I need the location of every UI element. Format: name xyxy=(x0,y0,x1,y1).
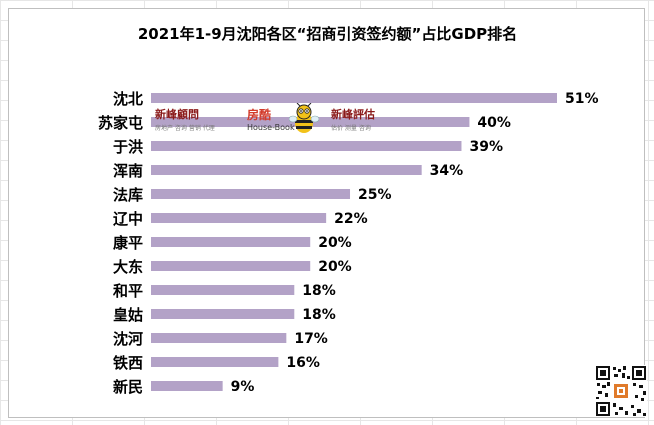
watermark-logos: 新峰顧問 房地产 咨询 营销 代理 房酷 House-Book 新峰評估 估价 … xyxy=(151,101,413,137)
bar[interactable] xyxy=(151,309,295,319)
bar[interactable] xyxy=(151,333,287,343)
bar[interactable] xyxy=(151,189,351,199)
qr-code-icon xyxy=(595,365,647,417)
data-label: 9% xyxy=(231,379,255,395)
data-label: 20% xyxy=(318,235,352,251)
data-label: 39% xyxy=(469,139,503,155)
category-label: 铁西 xyxy=(113,354,143,372)
data-label: 40% xyxy=(477,115,511,131)
category-label: 沈河 xyxy=(113,330,143,348)
category-label: 浑南 xyxy=(113,162,143,180)
bee-mascot-icon xyxy=(289,103,319,133)
data-label: 22% xyxy=(334,211,368,227)
bar[interactable] xyxy=(151,93,557,103)
data-label: 18% xyxy=(302,307,336,323)
category-label: 于洪 xyxy=(113,138,143,156)
data-label: 18% xyxy=(302,283,336,299)
category-label: 法库 xyxy=(113,186,143,204)
category-label: 新民 xyxy=(113,378,143,396)
logo-house-book-name: 房酷 xyxy=(247,108,272,122)
data-label: 34% xyxy=(430,163,464,179)
category-label: 康平 xyxy=(113,234,143,252)
category-label: 和平 xyxy=(113,282,143,300)
bar[interactable] xyxy=(151,357,279,367)
data-label: 17% xyxy=(294,331,328,347)
category-label: 苏家屯 xyxy=(98,114,143,132)
logo-xinfeng-consulting-name: 新峰顧問 xyxy=(155,108,199,121)
bar[interactable] xyxy=(151,165,422,175)
bar[interactable] xyxy=(151,213,327,223)
bar[interactable] xyxy=(151,141,462,151)
bar-chart: 沈北 51% 苏家屯 40% 于洪 39% 浑南 34% 法库 25% 辽中 22% 康平 20% 大东 20… xyxy=(98,90,599,396)
category-label: 大东 xyxy=(113,258,143,276)
category-label: 辽中 xyxy=(113,210,143,228)
logo-xinfeng-appraisal-name: 新峰評估 xyxy=(331,108,375,121)
chart-area[interactable]: 2021年1-9月沈阳各区“招商引资签约额”占比GDP排名 沈北 51% 苏家屯 40… xyxy=(8,8,647,418)
category-label: 沈北 xyxy=(113,90,143,108)
bar[interactable] xyxy=(151,237,311,247)
data-label: 51% xyxy=(565,91,599,107)
logo-xinfeng-appraisal-sub: 估价 测量 咨询 xyxy=(331,125,371,132)
data-label: 16% xyxy=(286,355,320,371)
bar[interactable] xyxy=(151,285,295,295)
bar[interactable] xyxy=(151,261,311,271)
data-label: 25% xyxy=(358,187,392,203)
logo-house-book-sub: House-Book xyxy=(247,123,295,132)
logo-xinfeng-consulting-sub: 房地产 咨询 营销 代理 xyxy=(155,125,215,132)
category-label: 皇姑 xyxy=(113,306,143,324)
logo-xinfeng-consulting: 新峰顧問 房地产 咨询 营销 代理 xyxy=(151,101,237,137)
bar[interactable] xyxy=(151,381,223,391)
logo-house-book: 房酷 House-Book xyxy=(243,101,295,137)
data-label: 20% xyxy=(318,259,352,275)
logo-xinfeng-appraisal: 新峰評估 估价 测量 咨询 xyxy=(327,101,413,137)
chart-title: 2021年1-9月沈阳各区“招商引资签约额”占比GDP排名 xyxy=(137,25,518,43)
